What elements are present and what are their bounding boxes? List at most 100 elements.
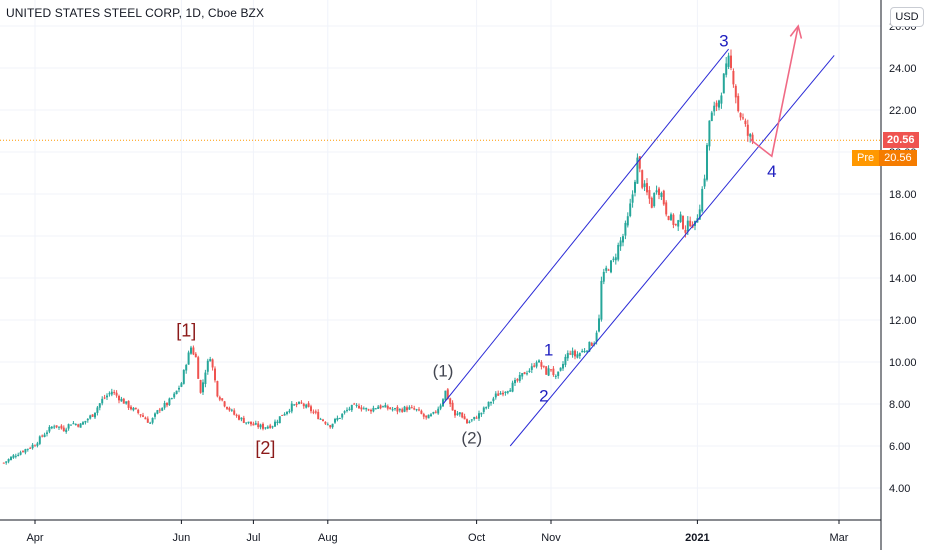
candle — [593, 341, 596, 347]
candle-body — [619, 240, 622, 247]
candle — [718, 99, 720, 111]
candle-body — [550, 369, 552, 371]
candle-body — [492, 398, 495, 402]
trend-channel-line — [442, 48, 729, 405]
candle — [24, 448, 27, 455]
y-tick-label: 10.00 — [889, 357, 917, 369]
candle — [307, 401, 310, 408]
candle-body — [660, 192, 663, 197]
candle — [240, 417, 243, 422]
candle-body — [211, 359, 214, 368]
candle-body — [377, 406, 380, 409]
candle-body — [456, 413, 459, 415]
candle-body — [672, 214, 675, 225]
candle-body — [739, 113, 742, 118]
candle — [254, 420, 257, 426]
candle — [468, 420, 471, 424]
candle — [235, 413, 238, 418]
candle-body — [379, 405, 382, 409]
candle-body — [374, 408, 377, 410]
candle-body — [655, 190, 658, 193]
candle-body — [674, 224, 677, 226]
candle-body — [398, 408, 401, 411]
candle — [629, 198, 632, 218]
candle — [612, 256, 615, 263]
candle-body — [562, 364, 564, 369]
candle-body — [60, 425, 63, 429]
y-tick-label: 8.00 — [889, 399, 910, 411]
candle — [348, 406, 351, 411]
candle-body — [348, 408, 351, 410]
candle-body — [686, 220, 689, 232]
candle-body — [542, 365, 545, 367]
candle — [746, 119, 749, 142]
candle-body — [115, 392, 118, 396]
candle-body — [132, 407, 135, 411]
candle-body — [247, 421, 250, 423]
candle-body — [346, 409, 348, 411]
candle — [96, 405, 99, 416]
candle — [365, 407, 368, 412]
candle — [180, 381, 183, 388]
candle-body — [516, 378, 519, 381]
candle — [362, 406, 365, 410]
candle-body — [250, 421, 252, 425]
candle — [514, 377, 516, 386]
grid-lines — [0, 0, 881, 520]
candle — [166, 402, 168, 408]
currency-button[interactable]: USD — [890, 7, 924, 27]
candle-body — [192, 347, 195, 355]
candle-body — [206, 360, 209, 372]
candle — [310, 404, 312, 414]
candle — [682, 215, 684, 230]
candle — [62, 425, 65, 432]
candle-body — [571, 350, 574, 356]
candle — [53, 424, 56, 430]
candle-body — [514, 380, 516, 384]
candle-body — [70, 424, 72, 426]
candle-body — [737, 95, 740, 112]
candle — [377, 405, 380, 409]
y-tick-label: 16.00 — [889, 231, 917, 243]
candle-body — [713, 105, 716, 112]
wave-label: 1 — [544, 340, 553, 359]
candle — [622, 233, 624, 247]
candle — [720, 92, 723, 109]
candle — [413, 405, 416, 411]
candle-body — [530, 366, 533, 370]
candle — [578, 352, 581, 359]
candle-body — [149, 422, 152, 424]
candle-body — [598, 318, 600, 332]
candle — [91, 414, 94, 417]
candle — [458, 412, 461, 417]
candle-body — [127, 400, 130, 408]
candle-body — [12, 455, 15, 458]
candle — [530, 363, 533, 374]
candle — [482, 406, 485, 415]
candle-body — [86, 418, 89, 421]
candle — [226, 406, 228, 410]
candle-body — [401, 409, 404, 412]
candle — [425, 415, 428, 420]
candle — [725, 57, 728, 78]
candle — [518, 371, 521, 383]
candle — [634, 179, 636, 197]
y-tick-label: 4.00 — [889, 483, 910, 495]
x-tick-label: Aug — [318, 532, 338, 544]
candle-body — [638, 156, 641, 169]
candle — [497, 390, 500, 396]
candle — [158, 407, 161, 413]
candle — [360, 405, 363, 412]
candle — [391, 406, 394, 412]
candle-body — [62, 427, 65, 432]
candle-body — [300, 402, 303, 404]
candle-body — [593, 343, 596, 345]
candle — [516, 378, 519, 383]
candle-body — [338, 417, 341, 419]
candle — [602, 268, 605, 285]
candle — [134, 407, 137, 410]
candle — [475, 415, 478, 419]
candle — [170, 397, 173, 400]
candle — [79, 423, 82, 428]
